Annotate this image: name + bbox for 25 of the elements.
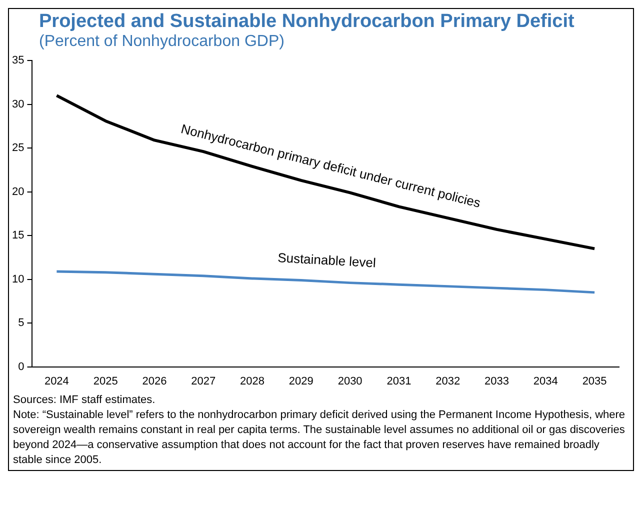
x-tick-label: 2029 <box>288 375 314 388</box>
text: Note: “Sustainable level” refers to the nonhydrocarbon primary deficit derived using the Permanent Income Hypothesis, where sovereign wealth remains constant in real per capita terms. The sustainable level assumes no additional oil or gas discoveries beyond 2024—a conservative assumption that does not account for the fact that proven reserves have remained broadly stable since 2005. <box>13 408 626 468</box>
chart-title: Projected and Sustainable Nonhydrocarbon Primary Deficit <box>39 11 576 33</box>
x-tick-label: 2025 <box>93 375 118 388</box>
x-tick-label: 2026 <box>142 375 167 388</box>
x-tick-label: 2033 <box>484 375 509 388</box>
source-note: Sources: IMF staff estimates. <box>13 393 156 408</box>
x-tick-label: 2028 <box>240 375 265 388</box>
chart-subtitle: (Percent of Nonhydrocarbon GDP) <box>39 33 286 51</box>
y-tick-label: 30 <box>12 98 24 110</box>
y-tick-label: 35 <box>12 54 24 67</box>
x-tick-label: 2035 <box>582 375 607 388</box>
y-tick-label: 25 <box>12 142 24 154</box>
y-tick-label: 20 <box>12 186 24 198</box>
x-tick-label: 2032 <box>436 375 460 388</box>
x-tick-label: 2030 <box>338 375 362 388</box>
series-label: Sustainable level <box>277 250 376 270</box>
y-tick-label: 0 <box>18 360 24 373</box>
y-tick-label: 5 <box>18 317 24 330</box>
x-tick-label: 2034 <box>533 375 558 388</box>
x-tick-label: 2024 <box>44 375 69 388</box>
y-tick-label: 15 <box>12 230 24 242</box>
y-tick-label: 10 <box>12 273 24 286</box>
x-tick-label: 2031 <box>386 375 412 388</box>
x-tick-label: 2027 <box>191 375 216 388</box>
